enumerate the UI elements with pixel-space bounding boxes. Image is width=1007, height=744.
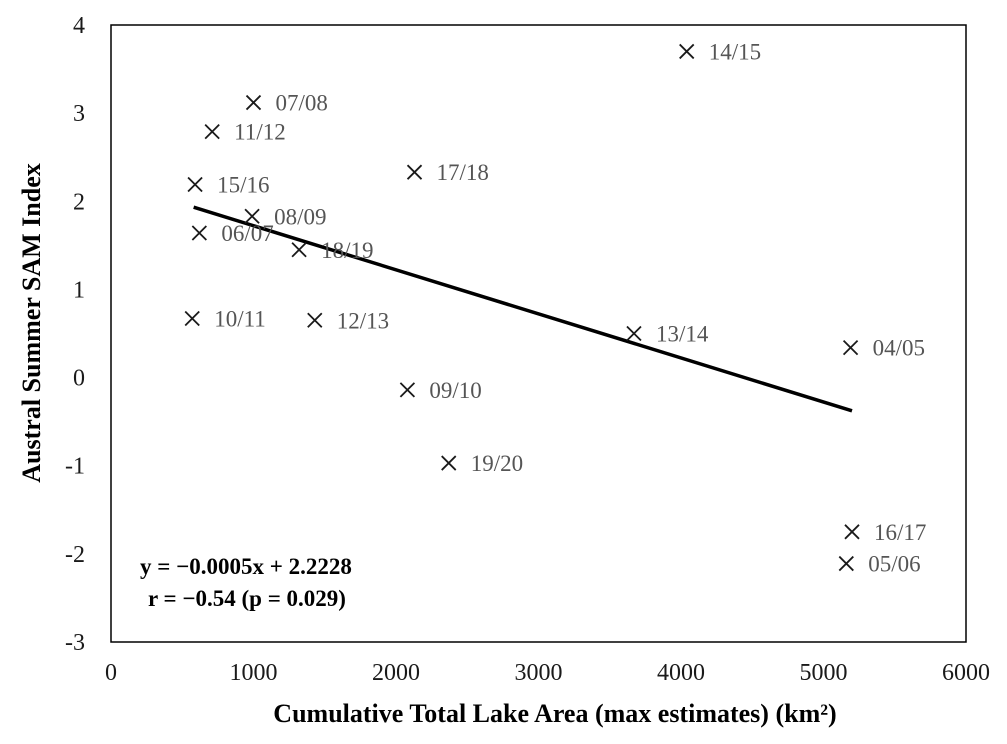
data-point: 04/05 xyxy=(842,336,925,361)
x-tick-label: 0 xyxy=(105,660,117,686)
data-point: 08/09 xyxy=(244,204,326,229)
x-tick-label: 5000 xyxy=(800,660,848,686)
x-marker xyxy=(844,524,860,540)
x-marker xyxy=(307,312,323,328)
x-marker xyxy=(406,164,423,180)
data-point: 16/17 xyxy=(844,520,926,545)
data-point: 14/15 xyxy=(679,39,761,64)
plot-area-frame xyxy=(110,24,967,643)
data-point: 19/20 xyxy=(441,451,523,476)
point-label: 06/07 xyxy=(221,221,273,246)
x-tick-labels: 0 1000 2000 3000 4000 5000 6000 xyxy=(105,660,990,686)
x-marker xyxy=(291,242,307,258)
data-point: 10/11 xyxy=(184,307,266,332)
point-label: 11/12 xyxy=(234,120,286,145)
x-marker xyxy=(399,382,416,398)
x-marker xyxy=(441,455,457,471)
correlation-stat: r = −0.54 (p = 0.029) xyxy=(148,586,346,611)
point-label: 05/06 xyxy=(868,552,920,577)
regression-equation: y = −0.0005x + 2.2228 xyxy=(140,554,352,579)
point-label: 19/20 xyxy=(471,451,523,476)
x-tick-label: 4000 xyxy=(657,660,705,686)
data-point: 07/08 xyxy=(245,91,328,116)
y-tick-labels: -3 -2 -1 0 1 2 3 4 xyxy=(65,13,85,656)
data-point: 09/10 xyxy=(399,378,482,403)
data-point: 11/12 xyxy=(204,120,286,145)
y-tick-label: 0 xyxy=(73,366,85,392)
x-marker xyxy=(838,555,854,572)
data-point: 06/07 xyxy=(191,221,274,246)
point-label: 09/10 xyxy=(429,378,481,403)
y-tick-label: 3 xyxy=(73,101,85,127)
point-label: 10/11 xyxy=(214,307,266,332)
y-axis-title: Austral Summer SAM Index xyxy=(17,163,46,482)
y-tick-label: 4 xyxy=(73,13,85,39)
data-point: 13/14 xyxy=(626,322,709,347)
y-tick-label: 1 xyxy=(73,277,85,303)
data-point: 05/06 xyxy=(838,552,921,577)
point-label: 07/08 xyxy=(276,91,328,116)
y-tick-label: -2 xyxy=(65,542,85,568)
point-label: 18/19 xyxy=(321,238,373,263)
data-point: 17/18 xyxy=(406,160,489,185)
y-tick-label: -1 xyxy=(65,454,85,480)
x-marker xyxy=(679,43,695,60)
x-tick-label: 3000 xyxy=(515,660,563,686)
x-tick-label: 1000 xyxy=(230,660,278,686)
x-marker xyxy=(842,339,859,356)
y-tick-label: 2 xyxy=(73,189,85,215)
x-marker xyxy=(626,325,642,342)
point-label: 15/16 xyxy=(217,173,269,198)
trendline xyxy=(193,205,853,413)
x-marker xyxy=(245,94,262,111)
data-point: 18/19 xyxy=(291,238,373,263)
point-label: 04/05 xyxy=(873,336,925,361)
x-marker xyxy=(204,124,220,140)
x-marker xyxy=(184,310,200,327)
x-tick-label: 2000 xyxy=(372,660,420,686)
x-marker xyxy=(191,225,207,241)
point-label: 17/18 xyxy=(437,160,489,185)
point-label: 12/13 xyxy=(337,308,389,333)
point-label: 16/17 xyxy=(874,520,926,545)
point-label: 14/15 xyxy=(709,39,761,64)
x-marker xyxy=(187,176,203,193)
point-label: 08/09 xyxy=(274,204,326,229)
x-tick-label: 6000 xyxy=(942,660,990,686)
point-label: 13/14 xyxy=(656,322,709,347)
data-point: 15/16 xyxy=(187,173,269,198)
y-tick-label: -3 xyxy=(65,630,85,656)
x-axis-title: Cumulative Total Lake Area (max estimate… xyxy=(273,699,836,728)
data-point: 12/13 xyxy=(307,308,389,333)
x-marker xyxy=(244,208,260,224)
